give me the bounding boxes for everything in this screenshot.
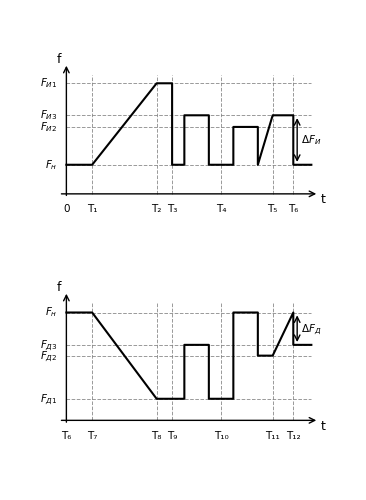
Text: 0: 0 — [63, 204, 70, 214]
Text: $\Delta F_Д$: $\Delta F_Д$ — [301, 322, 321, 336]
Text: T₄: T₄ — [216, 204, 226, 214]
Text: $F_н$: $F_н$ — [45, 158, 57, 172]
Text: $F_{Д3}$: $F_{Д3}$ — [40, 338, 57, 352]
Text: t: t — [320, 193, 325, 206]
Text: f: f — [56, 281, 61, 294]
Text: T₆: T₆ — [288, 204, 299, 214]
Text: $F_н$: $F_н$ — [45, 306, 57, 320]
Text: $F_{И3}$: $F_{И3}$ — [40, 108, 57, 122]
Text: T₈: T₈ — [152, 431, 162, 441]
Text: T₁₁: T₁₁ — [265, 431, 280, 441]
Text: $F_{И2}$: $F_{И2}$ — [40, 120, 57, 134]
Text: T₁: T₁ — [87, 204, 97, 214]
Text: T₂: T₂ — [152, 204, 162, 214]
Text: T₃: T₃ — [167, 204, 177, 214]
Text: T₇: T₇ — [87, 431, 97, 441]
Text: f: f — [56, 53, 61, 66]
Text: T₁₂: T₁₂ — [286, 431, 300, 441]
Text: $\Delta F_И$: $\Delta F_И$ — [301, 133, 321, 147]
Text: T₉: T₉ — [167, 431, 177, 441]
Text: T₅: T₅ — [268, 204, 278, 214]
Text: t: t — [320, 420, 325, 433]
Text: $F_{И1}$: $F_{И1}$ — [40, 76, 57, 90]
Text: $F_{Д2}$: $F_{Д2}$ — [40, 348, 57, 362]
Text: T₆: T₆ — [61, 431, 72, 441]
Text: $F_{Д1}$: $F_{Д1}$ — [40, 392, 57, 406]
Text: T₁₀: T₁₀ — [214, 431, 228, 441]
